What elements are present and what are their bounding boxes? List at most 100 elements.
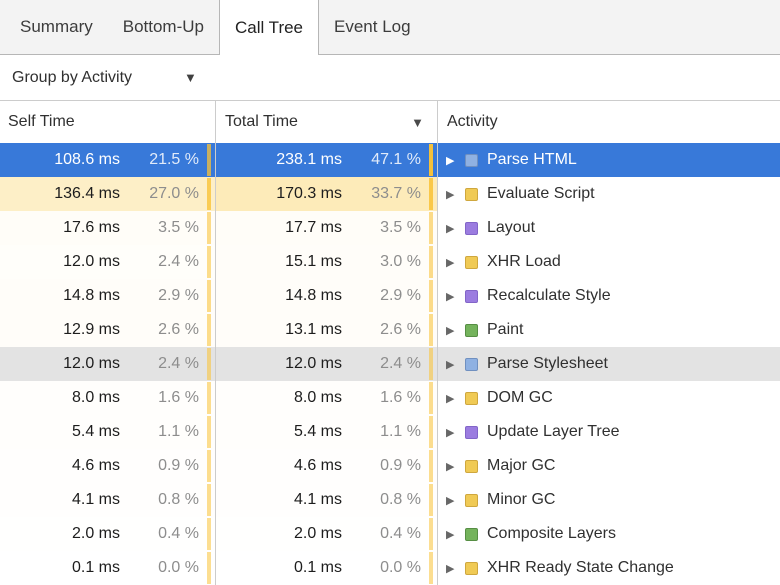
activity-cell: ▶ Minor GC bbox=[438, 483, 780, 517]
table-row[interactable]: 5.4 ms 1.1 % 5.4 ms 1.1 % ▶ Update Layer… bbox=[0, 415, 780, 449]
activity-cell: ▶ XHR Load bbox=[438, 245, 780, 279]
table-row[interactable]: 12.0 ms 2.4 % 12.0 ms 2.4 % ▶ Parse Styl… bbox=[0, 347, 780, 381]
disclosure-triangle-icon[interactable]: ▶ bbox=[446, 562, 455, 575]
table-row[interactable]: 2.0 ms 0.4 % 2.0 ms 0.4 % ▶ Composite La… bbox=[0, 517, 780, 551]
self-time-cell: 2.0 ms 0.4 % bbox=[0, 517, 216, 551]
total-time-cell: 17.7 ms 3.5 % bbox=[216, 211, 438, 245]
activity-cell: ▶ Paint bbox=[438, 313, 780, 347]
tab-event-log[interactable]: Event Log bbox=[319, 0, 426, 54]
self-time-cell: 4.6 ms 0.9 % bbox=[0, 449, 216, 483]
total-heat-bar bbox=[429, 280, 433, 312]
total-time-percent: 0.4 % bbox=[380, 525, 421, 542]
self-time-cell: 5.4 ms 1.1 % bbox=[0, 415, 216, 449]
self-time-cell: 12.0 ms 2.4 % bbox=[0, 347, 216, 381]
disclosure-triangle-icon[interactable]: ▶ bbox=[446, 358, 455, 371]
column-header-total-time[interactable]: Total Time ▼ bbox=[216, 101, 438, 143]
table-row[interactable]: 4.1 ms 0.8 % 4.1 ms 0.8 % ▶ Minor GC bbox=[0, 483, 780, 517]
self-time-cell: 14.8 ms 2.9 % bbox=[0, 279, 216, 313]
total-time-percent: 0.9 % bbox=[380, 457, 421, 474]
chevron-down-icon: ▼ bbox=[184, 70, 197, 85]
table-row[interactable]: 108.6 ms 21.5 % 238.1 ms 47.1 % ▶ Parse … bbox=[0, 143, 780, 177]
self-time-percent: 0.9 % bbox=[158, 457, 199, 474]
self-time-value: 8.0 ms bbox=[71, 389, 120, 406]
activity-label: Parse HTML bbox=[487, 151, 577, 168]
total-heat-bar bbox=[429, 416, 433, 448]
total-heat-bar bbox=[429, 178, 433, 210]
disclosure-triangle-icon[interactable]: ▶ bbox=[446, 154, 455, 167]
disclosure-triangle-icon[interactable]: ▶ bbox=[446, 256, 455, 269]
disclosure-triangle-icon[interactable]: ▶ bbox=[446, 392, 455, 405]
total-time-value: 0.1 ms bbox=[293, 559, 342, 576]
activity-label: Evaluate Script bbox=[487, 185, 595, 202]
self-time-value: 2.0 ms bbox=[71, 525, 120, 542]
toolbar: Group by Activity ▼ bbox=[0, 55, 780, 101]
total-time-value: 15.1 ms bbox=[285, 253, 342, 270]
activity-label: Parse Stylesheet bbox=[487, 355, 608, 372]
activity-label: Major GC bbox=[487, 457, 556, 474]
self-heat-bar bbox=[207, 552, 211, 584]
self-time-cell: 0.1 ms 0.0 % bbox=[0, 551, 216, 585]
table-row[interactable]: 12.9 ms 2.6 % 13.1 ms 2.6 % ▶ Paint bbox=[0, 313, 780, 347]
total-heat-bar bbox=[429, 314, 433, 346]
self-time-value: 12.0 ms bbox=[63, 253, 120, 270]
total-heat-bar bbox=[429, 212, 433, 244]
total-time-value: 5.4 ms bbox=[293, 423, 342, 440]
total-time-cell: 13.1 ms 2.6 % bbox=[216, 313, 438, 347]
self-time-percent: 2.4 % bbox=[158, 355, 199, 372]
total-heat-bar bbox=[429, 246, 433, 278]
activity-label: Minor GC bbox=[487, 491, 556, 508]
total-time-cell: 238.1 ms 47.1 % bbox=[216, 143, 438, 177]
self-time-cell: 12.0 ms 2.4 % bbox=[0, 245, 216, 279]
total-heat-bar bbox=[429, 518, 433, 550]
self-time-percent: 2.9 % bbox=[158, 287, 199, 304]
table-row[interactable]: 0.1 ms 0.0 % 0.1 ms 0.0 % ▶ XHR Ready St… bbox=[0, 551, 780, 585]
disclosure-triangle-icon[interactable]: ▶ bbox=[446, 222, 455, 235]
total-time-cell: 0.1 ms 0.0 % bbox=[216, 551, 438, 585]
panel-tab-bar: Summary Bottom-Up Call Tree Event Log bbox=[0, 0, 780, 55]
total-heat-bar bbox=[429, 382, 433, 414]
tab-summary-label: Summary bbox=[20, 17, 93, 36]
disclosure-triangle-icon[interactable]: ▶ bbox=[446, 426, 455, 439]
tab-summary[interactable]: Summary bbox=[5, 0, 108, 54]
disclosure-triangle-icon[interactable]: ▶ bbox=[446, 528, 455, 541]
table-row[interactable]: 12.0 ms 2.4 % 15.1 ms 3.0 % ▶ XHR Load bbox=[0, 245, 780, 279]
self-time-value: 136.4 ms bbox=[54, 185, 120, 202]
total-heat-bar bbox=[429, 552, 433, 584]
table-row[interactable]: 136.4 ms 27.0 % 170.3 ms 33.7 % ▶ Evalua… bbox=[0, 177, 780, 211]
table-header: Self Time Total Time ▼ Activity bbox=[0, 101, 780, 143]
activity-cell: ▶ Parse Stylesheet bbox=[438, 347, 780, 381]
total-heat-bar bbox=[429, 484, 433, 516]
self-time-cell: 17.6 ms 3.5 % bbox=[0, 211, 216, 245]
total-time-value: 170.3 ms bbox=[276, 185, 342, 202]
activity-label: DOM GC bbox=[487, 389, 553, 406]
table-row[interactable]: 14.8 ms 2.9 % 14.8 ms 2.9 % ▶ Recalculat… bbox=[0, 279, 780, 313]
activity-icon bbox=[465, 561, 478, 575]
total-heat-bar bbox=[429, 348, 433, 380]
tab-bottom-up[interactable]: Bottom-Up bbox=[108, 0, 219, 54]
disclosure-triangle-icon[interactable]: ▶ bbox=[446, 188, 455, 201]
total-time-percent: 2.9 % bbox=[380, 287, 421, 304]
activity-cell: ▶ XHR Ready State Change bbox=[438, 551, 780, 585]
table-row[interactable]: 17.6 ms 3.5 % 17.7 ms 3.5 % ▶ Layout bbox=[0, 211, 780, 245]
group-by-select[interactable]: Group by Activity ▼ bbox=[12, 69, 197, 87]
call-tree-rows: 108.6 ms 21.5 % 238.1 ms 47.1 % ▶ Parse … bbox=[0, 143, 780, 585]
total-time-cell: 14.8 ms 2.9 % bbox=[216, 279, 438, 313]
disclosure-triangle-icon[interactable]: ▶ bbox=[446, 324, 455, 337]
self-time-percent: 3.5 % bbox=[158, 219, 199, 236]
table-row[interactable]: 8.0 ms 1.6 % 8.0 ms 1.6 % ▶ DOM GC bbox=[0, 381, 780, 415]
disclosure-triangle-icon[interactable]: ▶ bbox=[446, 460, 455, 473]
column-header-self-time[interactable]: Self Time bbox=[0, 101, 216, 143]
self-heat-bar bbox=[207, 314, 211, 346]
self-time-percent: 0.4 % bbox=[158, 525, 199, 542]
disclosure-triangle-icon[interactable]: ▶ bbox=[446, 494, 455, 507]
total-time-percent: 2.6 % bbox=[380, 321, 421, 338]
total-time-value: 17.7 ms bbox=[285, 219, 342, 236]
self-heat-bar bbox=[207, 144, 211, 176]
disclosure-triangle-icon[interactable]: ▶ bbox=[446, 290, 455, 303]
tab-call-tree[interactable]: Call Tree bbox=[218, 0, 320, 55]
total-time-percent: 0.8 % bbox=[380, 491, 421, 508]
table-row[interactable]: 4.6 ms 0.9 % 4.6 ms 0.9 % ▶ Major GC bbox=[0, 449, 780, 483]
total-time-percent: 1.6 % bbox=[380, 389, 421, 406]
total-time-cell: 15.1 ms 3.0 % bbox=[216, 245, 438, 279]
column-header-activity[interactable]: Activity bbox=[438, 101, 780, 143]
